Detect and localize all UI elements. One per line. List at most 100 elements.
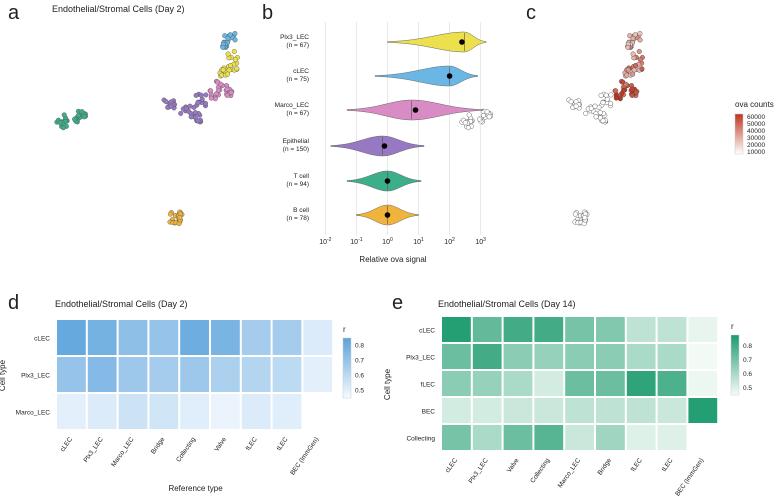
panel-d-title: Endothelial/Stromal Cells (Day 2) [55, 299, 188, 309]
umap-point [196, 91, 202, 97]
heatmap-e-cell [472, 425, 502, 450]
ova-point [597, 110, 603, 116]
umap-cluster-t-cell [54, 108, 88, 131]
ova-point [633, 93, 639, 99]
ova-point [588, 108, 594, 114]
ova-point [582, 213, 588, 219]
umap-point [231, 61, 237, 67]
umap-point [234, 60, 240, 66]
ova-point [582, 211, 588, 217]
heatmap-d-cell [87, 394, 117, 429]
ova-legend-tick: 50000 [747, 121, 765, 128]
heatmap-e-col-label: Bridge [597, 457, 614, 477]
umap-point [217, 70, 223, 76]
ova-cluster-b-cell [572, 209, 590, 227]
umap-point [198, 92, 204, 98]
ova-point [593, 111, 599, 117]
ova-point [604, 99, 610, 105]
umap-point [188, 111, 194, 117]
ova-point [578, 213, 584, 219]
umap-point [219, 70, 225, 76]
umap-point [195, 118, 201, 124]
umap-point [216, 87, 222, 93]
heatmap-d-cell [272, 357, 302, 392]
umap-point [171, 101, 177, 107]
heatmap-e-cell [626, 344, 656, 369]
umap-point [202, 100, 208, 106]
umap-point [197, 117, 203, 123]
umap-point [82, 113, 88, 119]
ova-point [621, 87, 627, 93]
heatmap-d-y-label: Cell type [0, 359, 7, 391]
heatmap-e-cell [626, 371, 656, 396]
violin-epithelial [330, 135, 425, 157]
heatmap-e-row-label: Collecting [406, 436, 435, 443]
ova-point [582, 217, 588, 223]
ova-point [625, 44, 631, 50]
umap-point [217, 87, 223, 93]
ova-point [597, 115, 603, 121]
umap-point [221, 65, 227, 71]
ova-point [623, 81, 629, 87]
panel-letter-e: e [392, 292, 404, 314]
ova-point [627, 33, 633, 39]
umap-point [177, 217, 183, 223]
ova-point [477, 116, 483, 122]
heatmap-d-cell [57, 394, 86, 429]
heatmap-e-legend-tick: 0.6 [743, 371, 752, 378]
heatmap-d-cell [211, 357, 240, 392]
umap-point [189, 112, 195, 118]
umap-point [215, 92, 221, 98]
heatmap-e-col-label: Plx3_LEC [468, 457, 490, 485]
ova-point [576, 105, 582, 111]
ova-point [488, 113, 494, 119]
ova-legend-tick: 30000 [747, 135, 765, 142]
ova-point [481, 112, 487, 118]
umap-point [225, 35, 231, 41]
heatmap-e: cLEC Plx3_LEC fLEC BEC Collecting cLEC Plx3_LE… [383, 317, 752, 498]
ova-point [468, 118, 474, 124]
heatmap-d-col-label: Collecting [175, 436, 197, 464]
heatmap-e-cell [442, 371, 471, 396]
umap-point [166, 104, 172, 110]
umap-point [189, 114, 195, 120]
umap-point [76, 114, 82, 120]
umap-point [234, 66, 240, 72]
umap-point [170, 220, 176, 226]
ova-point [620, 79, 626, 85]
umap-point [167, 219, 173, 225]
ova-legend-tick: 40000 [747, 128, 765, 135]
ova-point [486, 114, 492, 120]
ova-point [485, 112, 491, 118]
umap-point [179, 211, 185, 217]
umap-point [222, 42, 228, 48]
umap-point [55, 117, 61, 123]
ova-point [467, 119, 473, 125]
ova-point [593, 114, 599, 120]
umap-point [225, 71, 231, 77]
umap-point [169, 217, 175, 223]
heatmap-e-cell [472, 398, 502, 423]
ova-point [624, 83, 630, 89]
ova-point [574, 217, 580, 223]
umap-point [226, 33, 232, 39]
heatmap-d-cell [211, 394, 240, 429]
ova-cluster-t-cell [459, 108, 494, 131]
ova-point [639, 66, 645, 72]
umap-point [72, 116, 78, 122]
ova-point [627, 42, 633, 48]
umap-point [172, 220, 178, 226]
ova-point [629, 86, 635, 92]
ova-point [597, 110, 603, 116]
heatmap-d-cell [272, 320, 302, 355]
ova-point [631, 33, 637, 39]
umap-point [192, 110, 198, 116]
ova-point [460, 117, 466, 123]
heatmap-e-cell [657, 398, 687, 423]
heatmap-e-cell [565, 371, 594, 396]
ova-point [487, 111, 493, 117]
umap-point [198, 119, 204, 125]
ova-point [636, 32, 642, 38]
heatmap-e-cell [626, 398, 656, 423]
heatmap-e-cell [596, 425, 625, 450]
